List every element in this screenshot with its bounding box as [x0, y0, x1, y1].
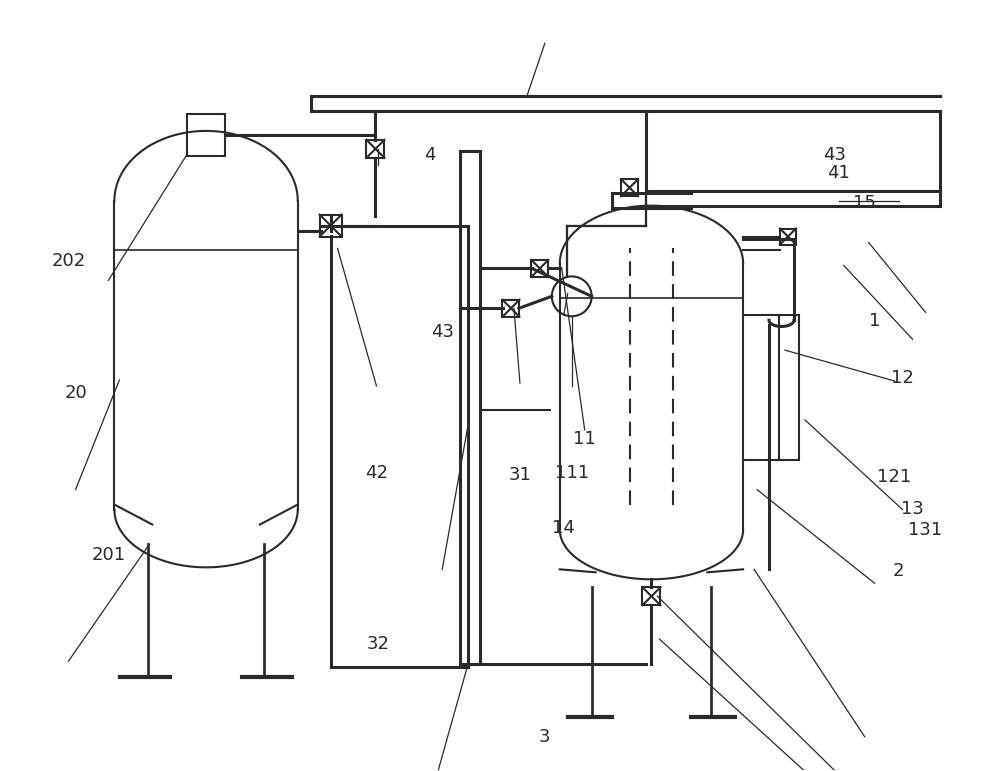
Text: 121: 121 — [877, 468, 912, 486]
Bar — [780, 228, 796, 244]
Text: 2: 2 — [893, 562, 904, 581]
Text: 111: 111 — [555, 464, 589, 482]
Text: 15: 15 — [853, 194, 876, 212]
Bar — [621, 179, 638, 196]
Text: 31: 31 — [508, 466, 531, 484]
Text: 32: 32 — [367, 635, 390, 652]
Bar — [502, 300, 519, 317]
Text: 4: 4 — [425, 146, 436, 164]
Text: 202: 202 — [51, 252, 86, 270]
Text: 43: 43 — [431, 323, 454, 341]
Text: 12: 12 — [891, 369, 914, 387]
Text: 131: 131 — [908, 521, 943, 539]
Text: 42: 42 — [365, 464, 388, 482]
Text: 1: 1 — [869, 312, 880, 330]
Bar — [642, 588, 660, 605]
Text: 41: 41 — [827, 164, 850, 183]
Text: 201: 201 — [91, 546, 125, 564]
Text: 3: 3 — [539, 729, 551, 746]
Bar — [187, 114, 225, 156]
Text: 20: 20 — [64, 384, 87, 402]
Bar — [531, 260, 548, 277]
Circle shape — [552, 276, 592, 316]
Bar — [779, 315, 799, 460]
Text: 13: 13 — [901, 500, 924, 518]
Bar — [366, 140, 384, 158]
Text: 14: 14 — [552, 519, 575, 537]
Text: 11: 11 — [573, 430, 596, 448]
Text: 43: 43 — [823, 146, 846, 164]
Bar — [320, 214, 342, 237]
